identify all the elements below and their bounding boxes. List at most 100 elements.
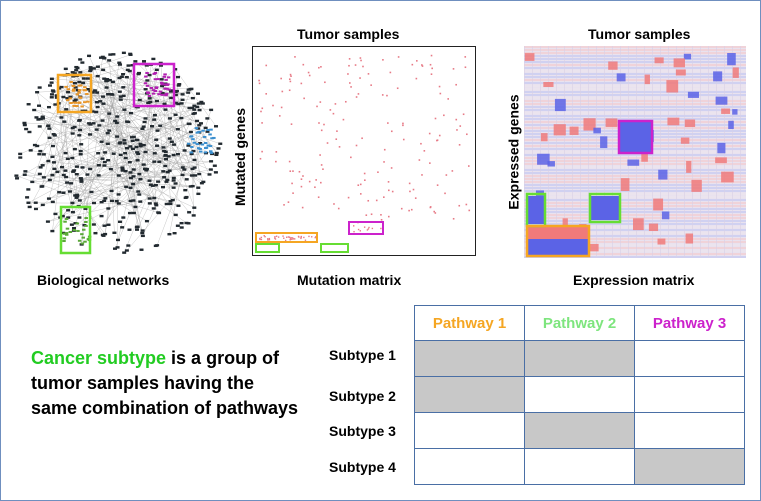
networks-caption: Biological networks bbox=[37, 272, 170, 288]
network-node bbox=[66, 216, 71, 219]
network-edge bbox=[43, 154, 106, 235]
network-node bbox=[207, 173, 212, 176]
network-node bbox=[179, 116, 184, 120]
mutation-point bbox=[315, 235, 317, 238]
expression-block bbox=[627, 159, 640, 166]
network-node bbox=[143, 82, 148, 85]
network-node bbox=[175, 128, 180, 131]
network-node bbox=[143, 150, 148, 154]
mutation-point bbox=[365, 214, 368, 216]
network-node bbox=[91, 201, 96, 205]
network-node bbox=[208, 168, 213, 171]
cell-subtype-3-pathway-1 bbox=[414, 412, 525, 449]
mutation-point bbox=[380, 214, 382, 216]
expression-stripe bbox=[524, 70, 746, 72]
network-node bbox=[162, 102, 167, 106]
mutation-point bbox=[452, 68, 455, 70]
network-node bbox=[162, 176, 167, 179]
mutation-point bbox=[292, 192, 294, 194]
network-node bbox=[140, 229, 145, 232]
header-pathway-1: Pathway 1 bbox=[414, 305, 525, 341]
expression-block bbox=[680, 137, 690, 144]
expression-block bbox=[713, 71, 723, 82]
network-node bbox=[203, 151, 208, 154]
expression-block bbox=[633, 218, 644, 231]
mutation-point bbox=[300, 178, 303, 180]
cell-subtype-3-pathway-3 bbox=[634, 412, 745, 449]
expression-stripe bbox=[524, 109, 746, 111]
network-edge bbox=[119, 91, 134, 149]
network-node bbox=[72, 229, 77, 232]
network-edge bbox=[79, 119, 193, 170]
network-node bbox=[196, 102, 201, 105]
expression-stripe bbox=[524, 115, 746, 117]
mutation-point bbox=[319, 101, 322, 103]
network-node bbox=[154, 87, 158, 90]
network-node bbox=[114, 199, 119, 203]
mutation-point bbox=[338, 146, 341, 148]
network-node bbox=[66, 209, 71, 212]
network-node bbox=[63, 220, 67, 223]
network-node bbox=[64, 108, 69, 111]
expression-block bbox=[644, 74, 650, 85]
network-node bbox=[127, 161, 132, 164]
network-edge bbox=[173, 154, 183, 175]
network-edge bbox=[24, 174, 191, 187]
network-node bbox=[128, 171, 133, 174]
network-edge bbox=[194, 153, 207, 168]
mutation-point bbox=[431, 67, 433, 70]
mutation-point bbox=[288, 89, 291, 92]
expression-stripe bbox=[524, 166, 746, 168]
mutation-point bbox=[383, 196, 385, 198]
mutation-point bbox=[284, 239, 287, 242]
network-edge bbox=[169, 167, 183, 235]
mutation-point bbox=[319, 154, 321, 156]
definition-highlight: Cancer subtype bbox=[31, 348, 167, 368]
mutation-point bbox=[353, 225, 355, 227]
mutation-point bbox=[259, 238, 261, 241]
network-edge bbox=[76, 75, 146, 170]
network-edge bbox=[48, 90, 78, 199]
network-edge bbox=[73, 170, 95, 204]
expression-stripe bbox=[524, 211, 746, 213]
network-node bbox=[74, 69, 79, 72]
expression-x-label: Tumor samples bbox=[588, 26, 691, 42]
mutation-point bbox=[268, 239, 271, 241]
expression-block bbox=[732, 109, 738, 115]
mutation-magenta-box bbox=[348, 221, 384, 235]
network-node bbox=[195, 105, 200, 109]
mutation-point bbox=[263, 235, 265, 237]
network-edge bbox=[98, 171, 168, 176]
mutation-point bbox=[318, 122, 320, 124]
network-node bbox=[122, 139, 127, 142]
network-node bbox=[137, 98, 142, 102]
expression-stripe bbox=[524, 175, 746, 177]
mutation-point bbox=[272, 104, 274, 107]
network-node bbox=[147, 197, 152, 200]
mutation-point bbox=[275, 151, 278, 153]
expression-stripe bbox=[700, 46, 701, 258]
network-node bbox=[199, 100, 204, 104]
network-node bbox=[78, 153, 83, 156]
network-node bbox=[78, 58, 83, 61]
network-node bbox=[103, 151, 108, 154]
expression-block bbox=[553, 124, 566, 136]
network-node bbox=[173, 101, 178, 105]
network-node bbox=[78, 177, 83, 180]
network-node bbox=[105, 142, 110, 146]
expression-block bbox=[686, 160, 692, 173]
mutation-point bbox=[402, 138, 405, 141]
network-node bbox=[97, 124, 102, 127]
network-node bbox=[188, 130, 193, 134]
mutation-point bbox=[323, 123, 325, 126]
network-node bbox=[173, 113, 178, 116]
network-node bbox=[34, 116, 39, 119]
network-node bbox=[71, 75, 76, 78]
network-node bbox=[117, 90, 122, 93]
network-node bbox=[154, 68, 159, 71]
network-node bbox=[136, 152, 141, 156]
network-node bbox=[151, 89, 156, 92]
expression-block bbox=[727, 53, 736, 66]
expression-stripe bbox=[524, 178, 746, 180]
network-node bbox=[167, 137, 172, 140]
